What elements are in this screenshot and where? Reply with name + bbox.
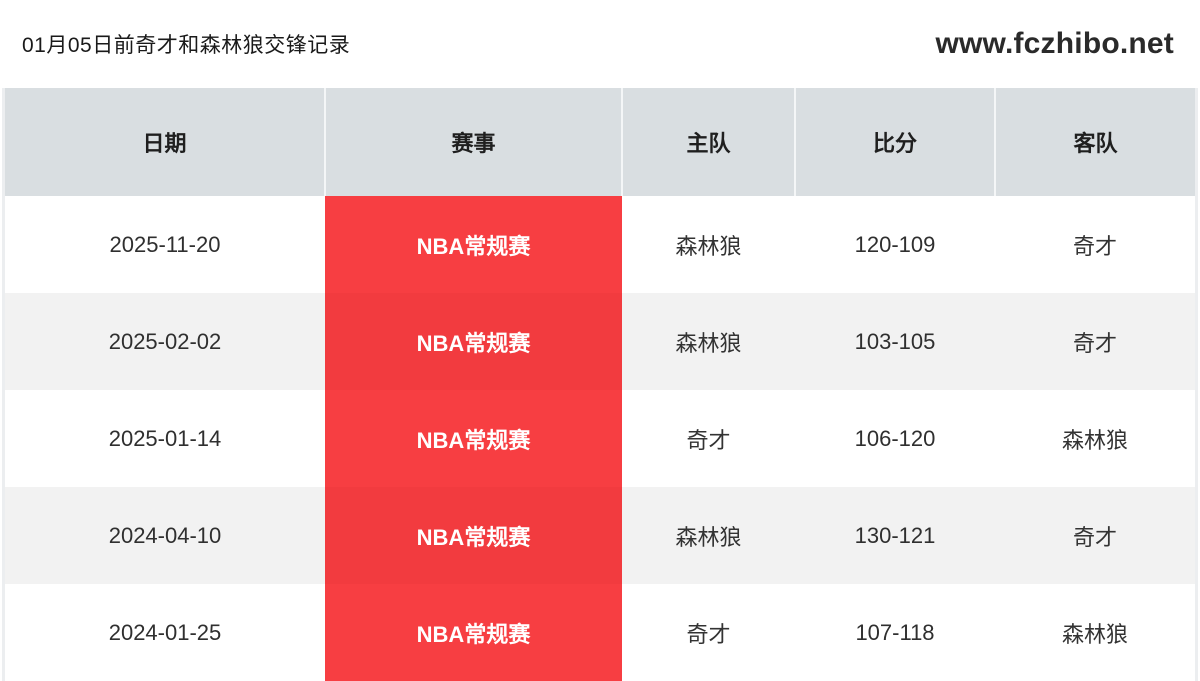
- cell-score: 130-121: [795, 487, 995, 584]
- cell-date: 2025-11-20: [5, 196, 325, 293]
- column-header-home-team[interactable]: 主队: [622, 88, 796, 196]
- cell-away-team: 奇才: [995, 487, 1195, 584]
- table-row[interactable]: 2025-11-20 NBA常规赛 森林狼 120-109 奇才: [5, 196, 1195, 293]
- cell-score: 103-105: [795, 293, 995, 390]
- cell-score: 120-109: [795, 196, 995, 293]
- table-row[interactable]: 2025-02-02 NBA常规赛 森林狼 103-105 奇才: [5, 293, 1195, 390]
- cell-home-team: 奇才: [622, 390, 795, 487]
- cell-home-team: 奇才: [622, 584, 795, 681]
- column-header-date[interactable]: 日期: [5, 88, 326, 196]
- cell-competition[interactable]: NBA常规赛: [325, 487, 622, 584]
- cell-date: 2024-01-25: [5, 584, 325, 681]
- match-history-table: 日期 赛事 主队 比分 客队 2025-11-20 NBA常规赛 森林狼 120…: [5, 88, 1195, 681]
- cell-date: 2025-02-02: [5, 293, 325, 390]
- cell-score: 107-118: [795, 584, 995, 681]
- cell-home-team: 森林狼: [622, 293, 795, 390]
- table-row[interactable]: 2024-04-10 NBA常规赛 森林狼 130-121 奇才: [5, 487, 1195, 584]
- column-header-away-team[interactable]: 客队: [995, 88, 1195, 196]
- cell-away-team: 森林狼: [995, 584, 1195, 681]
- cell-competition[interactable]: NBA常规赛: [325, 390, 622, 487]
- cell-away-team: 奇才: [995, 293, 1195, 390]
- column-header-competition[interactable]: 赛事: [325, 88, 623, 196]
- page-header: 01月05日前奇才和森林狼交锋记录 www.fczhibo.net: [0, 0, 1200, 88]
- cell-competition[interactable]: NBA常规赛: [325, 293, 622, 390]
- cell-away-team: 森林狼: [995, 390, 1195, 487]
- table-header: 日期 赛事 主队 比分 客队: [5, 88, 1195, 196]
- cell-date: 2024-04-10: [5, 487, 325, 584]
- table-row[interactable]: 2024-01-25 NBA常规赛 奇才 107-118 森林狼: [5, 584, 1195, 681]
- table-body: 2025-11-20 NBA常规赛 森林狼 120-109 奇才 2025-02…: [5, 196, 1195, 681]
- cell-competition[interactable]: NBA常规赛: [325, 584, 622, 681]
- cell-competition[interactable]: NBA常规赛: [325, 196, 622, 293]
- site-watermark: www.fczhibo.net: [935, 27, 1174, 60]
- match-history-table-container: 日期 赛事 主队 比分 客队 2025-11-20 NBA常规赛 森林狼 120…: [2, 88, 1198, 681]
- table-header-row: 日期 赛事 主队 比分 客队: [5, 88, 1195, 196]
- cell-home-team: 森林狼: [622, 487, 795, 584]
- cell-score: 106-120: [795, 390, 995, 487]
- page-title: 01月05日前奇才和森林狼交锋记录: [22, 34, 351, 57]
- cell-date: 2025-01-14: [5, 390, 325, 487]
- cell-away-team: 奇才: [995, 196, 1195, 293]
- cell-home-team: 森林狼: [622, 196, 795, 293]
- table-row[interactable]: 2025-01-14 NBA常规赛 奇才 106-120 森林狼: [5, 390, 1195, 487]
- column-header-score[interactable]: 比分: [795, 88, 996, 196]
